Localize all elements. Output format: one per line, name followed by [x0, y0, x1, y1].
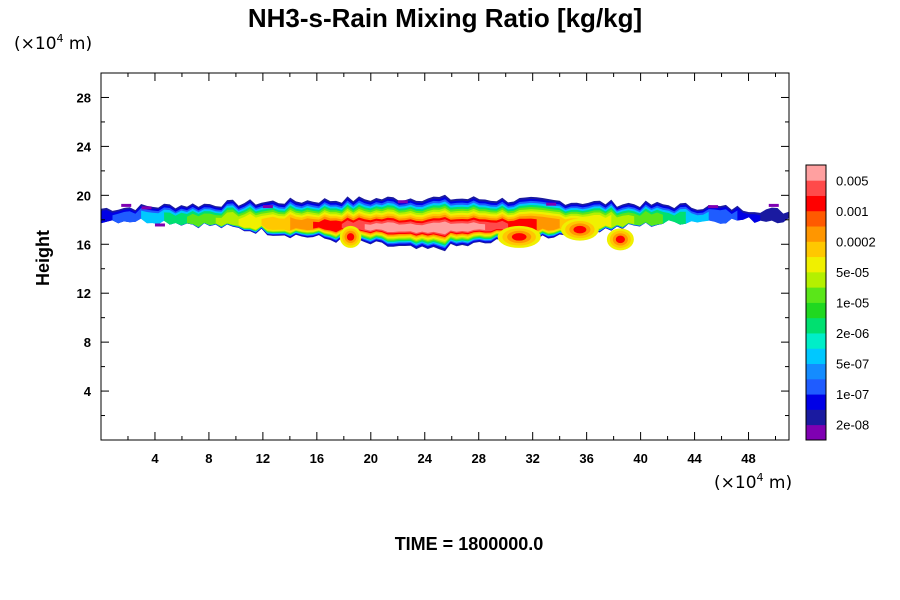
- y-tick-label: 28: [77, 90, 91, 105]
- y-tick-label: 24: [77, 139, 92, 154]
- x-axis-unit: (×104 m): [714, 471, 792, 493]
- y-tick-label: 4: [84, 384, 92, 399]
- colorbar-segment: [806, 424, 826, 441]
- colorbar-segment: [806, 180, 826, 196]
- y-tick-label: 20: [77, 188, 91, 203]
- colorbar-segment: [806, 165, 826, 181]
- contour-band: [364, 221, 486, 235]
- colorbar-segment: [806, 256, 826, 273]
- x-tick-label: 12: [256, 451, 270, 466]
- colorbar-segment: [806, 333, 826, 349]
- colorbar-frame: [805, 164, 827, 441]
- contour-fragment: [154, 223, 165, 227]
- colorbar-segment: [806, 363, 826, 380]
- plot-background: [101, 73, 789, 440]
- x-tick-label: 36: [579, 451, 593, 466]
- contour-fragment: [121, 203, 132, 207]
- contour-fragment: [768, 203, 779, 207]
- contour-fragment: [262, 205, 273, 209]
- contour-core: [615, 235, 625, 244]
- contour-fragment: [141, 206, 152, 210]
- x-tick-label: 32: [525, 451, 539, 466]
- contour-core: [573, 225, 587, 234]
- colorbar-label: 5e-05: [836, 265, 869, 280]
- x-tick-label: 28: [471, 451, 485, 466]
- colorbar-segment: [806, 226, 826, 242]
- colorbar-label: 2e-06: [836, 326, 869, 341]
- x-tick-label: 4: [151, 451, 159, 466]
- colorbar-label: 1e-05: [836, 296, 869, 311]
- colorbar-segment: [806, 378, 826, 395]
- plot-frame: [100, 72, 790, 441]
- colorbar-label: 5e-07: [836, 357, 869, 372]
- colorbar-segment: [806, 210, 826, 227]
- colorbar-segment: [806, 394, 826, 410]
- colorbar-segment: [806, 271, 826, 288]
- y-axis-unit: (×104 m): [14, 32, 92, 54]
- x-axis-ticks: 4 8 12 16 20 24 28 32 36 40 44 48: [127, 73, 777, 466]
- colorbar-label: 0.0002: [836, 234, 876, 249]
- contour-fragment: [397, 200, 408, 204]
- colorbar-segment: [806, 409, 826, 426]
- colorbar-label: 0.005: [836, 173, 869, 188]
- colorbar-segment: [806, 287, 826, 303]
- x-tick-label: 20: [364, 451, 378, 466]
- contour-fragment: [546, 202, 557, 206]
- contour-fragment: [708, 205, 719, 209]
- contour-core: [346, 233, 355, 241]
- x-tick-label: 16: [310, 451, 324, 466]
- colorbar-segment: [806, 302, 826, 319]
- colorbar-segment: [806, 317, 826, 334]
- x-tick-label: 40: [633, 451, 647, 466]
- colorbar-label: 2e-08: [836, 418, 869, 433]
- x-tick-label: 44: [687, 451, 702, 466]
- y-tick-label: 8: [84, 335, 91, 350]
- x-tick-label: 48: [741, 451, 755, 466]
- y-axis-ticks: 4 8 12 16 20 24 28: [77, 90, 789, 417]
- x-tick-label: 24: [418, 451, 433, 466]
- y-axis-label: Height: [33, 230, 53, 286]
- contour-core: [511, 233, 527, 241]
- cloud-field: [101, 194, 789, 252]
- colorbar-label: 1e-07: [836, 387, 869, 402]
- time-label: TIME = 1800000.0: [395, 534, 544, 554]
- colorbar-segment: [806, 195, 826, 212]
- colorbar-label: 0.001: [836, 204, 869, 219]
- colorbar-segment: [806, 241, 826, 258]
- y-tick-label: 12: [77, 286, 91, 301]
- chart-title: NH3-s-Rain Mixing Ratio [kg/kg]: [248, 3, 642, 33]
- colorbar-segment: [806, 348, 826, 365]
- y-tick-label: 16: [77, 237, 91, 252]
- colorbar: 2e-08 1e-07 5e-07 2e-06 1e-05 5e-05 0.0002 0.00…: [805, 164, 876, 441]
- x-tick-label: 8: [205, 451, 212, 466]
